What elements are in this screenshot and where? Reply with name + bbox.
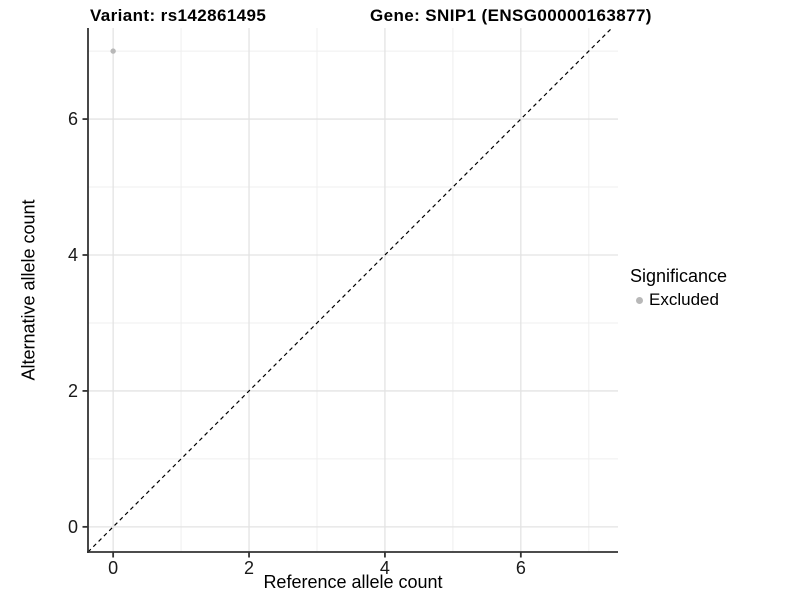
legend: Significance Excluded bbox=[630, 266, 727, 310]
x-axis-title: Reference allele count bbox=[263, 572, 443, 592]
legend-item-label: Excluded bbox=[649, 290, 719, 309]
y-tick-label: 2 bbox=[68, 381, 78, 401]
legend-title: Significance bbox=[630, 266, 728, 286]
y-tick-label: 6 bbox=[68, 109, 78, 129]
x-tick-label: 2 bbox=[244, 558, 254, 578]
legend-item-excluded: Excluded bbox=[630, 290, 727, 310]
excluded-marker-icon bbox=[636, 296, 643, 304]
y-tick-label: 4 bbox=[68, 245, 78, 265]
plot-title-variant: Variant: rs142861495 bbox=[90, 6, 267, 25]
y-axis-title: Alternative allele count bbox=[18, 199, 39, 381]
identity-line bbox=[87, 27, 613, 553]
x-tick-label: 6 bbox=[516, 558, 526, 578]
data-point bbox=[110, 48, 116, 54]
x-tick-label: 0 bbox=[108, 558, 118, 578]
plot-title-gene: Gene: SNIP1 (ENSG00000163877) bbox=[370, 6, 652, 25]
x-tick-label: 4 bbox=[380, 558, 390, 578]
y-tick-label: 0 bbox=[68, 517, 78, 537]
